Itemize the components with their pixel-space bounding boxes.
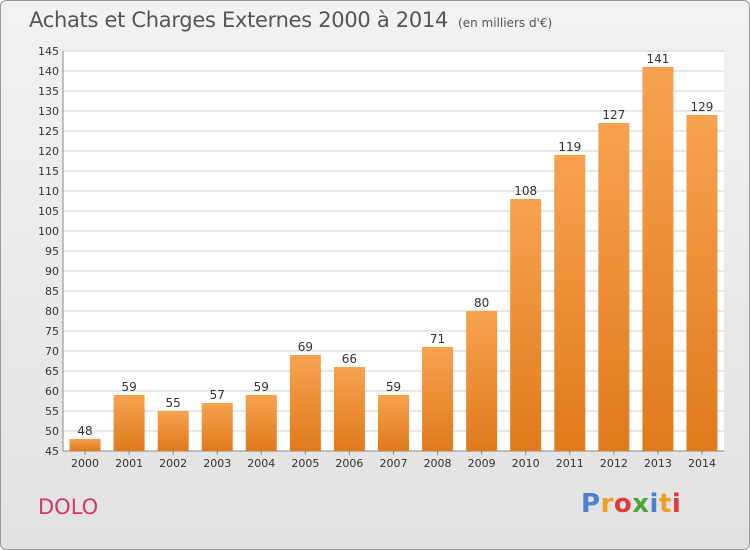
chart-subtitle: (en milliers d'€)	[458, 16, 553, 30]
x-tick-label-2014: 2014	[688, 457, 716, 470]
data-label-2000: 48	[77, 424, 92, 438]
x-tick-label-2009: 2009	[468, 457, 496, 470]
bar-2002	[157, 411, 189, 451]
y-tick-label: 110	[38, 185, 59, 198]
y-tick-label: 90	[45, 265, 59, 278]
bar-2003	[201, 403, 233, 451]
x-tick-label-2012: 2012	[600, 457, 628, 470]
chart-title-text: Achats et Charges Externes 2000 à 2014	[29, 8, 449, 32]
commune-name: DOLO	[38, 495, 99, 519]
data-label-2002: 55	[166, 396, 181, 410]
proxiti-logo: Proxiti	[581, 489, 681, 519]
bar-2008	[422, 347, 454, 451]
y-tick-label: 45	[45, 445, 59, 458]
bar-2013	[642, 67, 674, 451]
y-tick-label: 95	[45, 245, 59, 258]
y-tick-label: 140	[38, 65, 59, 78]
y-tick-label: 100	[38, 225, 59, 238]
x-tick-label-2008: 2008	[424, 457, 452, 470]
bar-2011	[554, 155, 586, 451]
x-tick-label-2005: 2005	[291, 457, 319, 470]
data-label-2003: 57	[210, 388, 225, 402]
bar-2010	[510, 199, 542, 451]
y-tick-label: 120	[38, 145, 59, 158]
x-tick-label-2004: 2004	[247, 457, 275, 470]
bar-2009	[466, 311, 498, 451]
y-tick-label: 105	[38, 205, 59, 218]
x-tick-label-2000: 2000	[71, 457, 99, 470]
data-label-2009: 80	[474, 296, 489, 310]
logo-letter: i	[649, 489, 659, 519]
bar-2005	[289, 355, 321, 451]
x-tick-label-2013: 2013	[644, 457, 672, 470]
data-label-2014: 129	[691, 100, 714, 114]
data-label-2006: 66	[342, 352, 357, 366]
x-tick-label-2011: 2011	[556, 457, 584, 470]
data-label-2011: 119	[558, 140, 581, 154]
data-label-2001: 59	[121, 380, 136, 394]
y-tick-label: 115	[38, 165, 59, 178]
y-tick-label: 60	[45, 385, 59, 398]
bar-2004	[245, 395, 277, 451]
x-tick-label-2007: 2007	[380, 457, 408, 470]
y-tick-label: 55	[45, 405, 59, 418]
data-label-2013: 141	[646, 52, 669, 66]
y-tick-label: 135	[38, 85, 59, 98]
x-tick-label-2010: 2010	[512, 457, 540, 470]
y-tick-label: 125	[38, 125, 59, 138]
logo-letter: P	[581, 489, 601, 519]
y-tick-label: 145	[38, 45, 59, 58]
bar-2006	[333, 367, 365, 451]
x-tick-label-2002: 2002	[159, 457, 187, 470]
y-tick-label: 70	[45, 345, 59, 358]
bar-2007	[378, 395, 409, 451]
y-tick-label: 130	[38, 105, 59, 118]
y-tick-label: 50	[45, 425, 59, 438]
data-label-2008: 71	[430, 332, 445, 346]
y-tick-label: 75	[45, 325, 59, 338]
x-tick-label-2001: 2001	[115, 457, 143, 470]
data-label-2005: 69	[298, 340, 313, 354]
y-tick-label: 80	[45, 305, 59, 318]
bar-2001	[113, 395, 145, 451]
logo-letter: x	[632, 489, 650, 519]
logo-letter: i	[671, 489, 682, 519]
x-tick-label-2003: 2003	[203, 457, 231, 470]
data-label-2004: 59	[254, 380, 269, 394]
data-label-2010: 108	[514, 184, 537, 198]
bar-2014	[686, 115, 718, 451]
x-tick-label-2006: 2006	[335, 457, 363, 470]
logo-letter: o	[613, 489, 633, 519]
bar-2012	[598, 123, 630, 451]
y-tick-label: 65	[45, 365, 59, 378]
logo-letter: t	[658, 489, 672, 519]
chart-title: Achats et Charges Externes 2000 à 2014 (e…	[29, 8, 552, 32]
data-label-2007: 59	[386, 380, 401, 394]
y-tick-label: 85	[45, 285, 59, 298]
data-label-2012: 127	[602, 108, 625, 122]
logo-letter: r	[600, 489, 614, 519]
bar-2000	[69, 439, 101, 451]
